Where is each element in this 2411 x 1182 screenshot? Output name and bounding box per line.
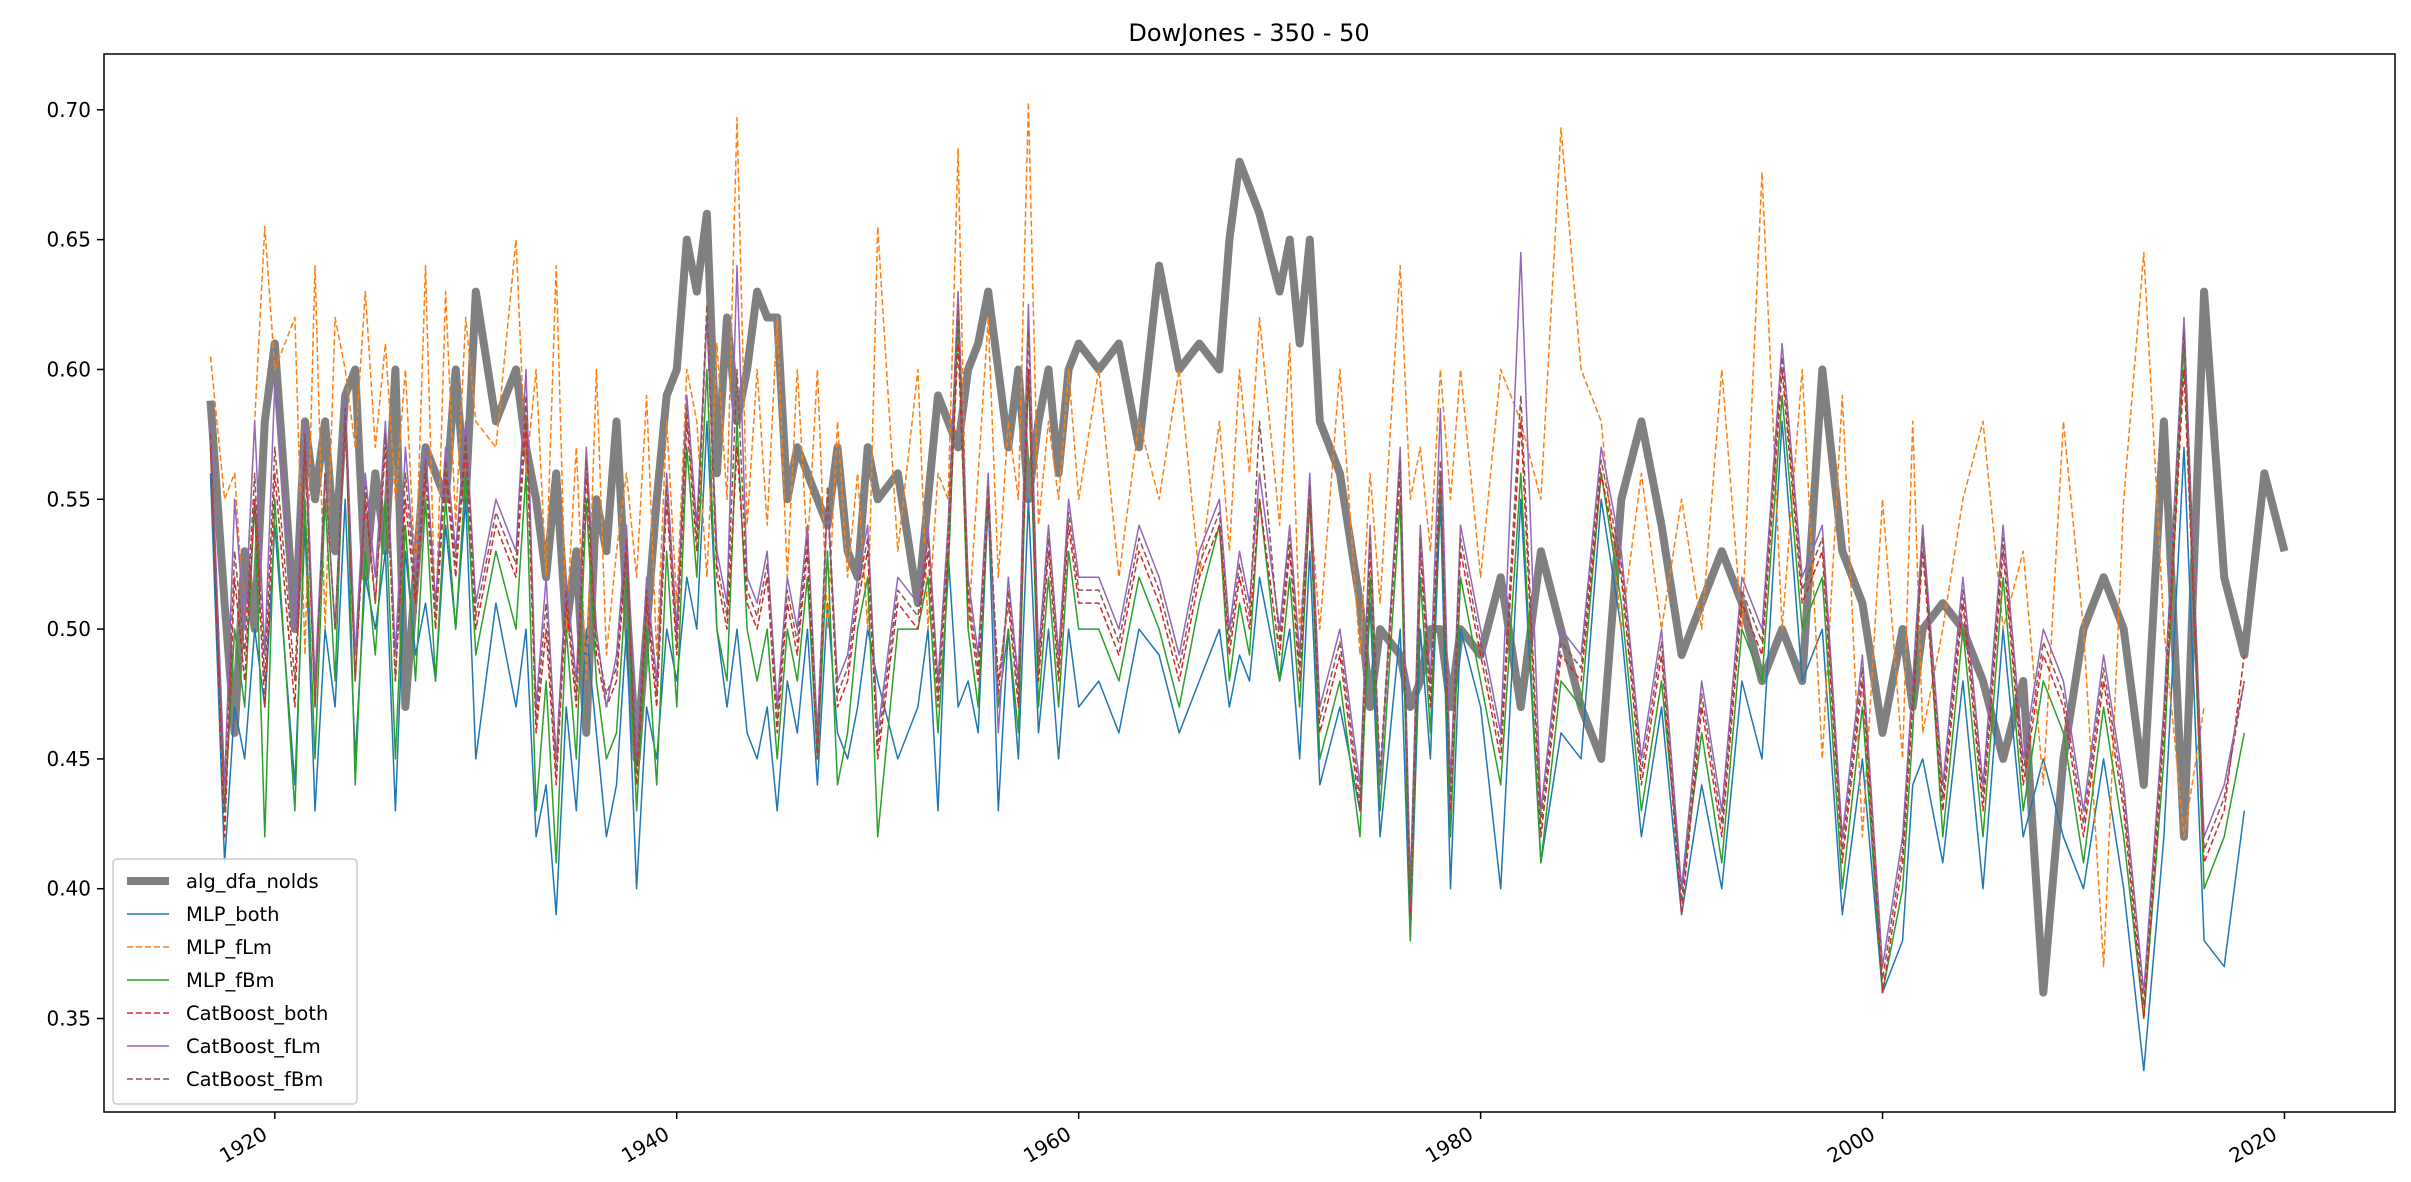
y-tick-label: 0.50 [46, 617, 91, 641]
y-tick-label: 0.40 [46, 877, 91, 901]
y-tick-label: 0.70 [46, 98, 91, 122]
y-tick-label: 0.65 [46, 228, 91, 252]
legend-label-catboost-flm: CatBoost_fLm [186, 1035, 321, 1058]
series-layer [206, 101, 2289, 1072]
chart-title: DowJones - 350 - 50 [1128, 19, 1369, 47]
y-axis: 0.35 0.40 0.45 0.50 0.55 0.60 0.65 0.70 [46, 98, 104, 1031]
y-tick-label: 0.60 [46, 357, 91, 381]
series-line-catboost-both [209, 316, 2246, 1020]
series-line-catboost-fbm [209, 303, 2246, 1007]
legend-label-mlp-fbm: MLP_fBm [186, 969, 274, 992]
series-line-mlp-flm [209, 101, 2205, 968]
y-tick-label: 0.55 [46, 487, 91, 511]
legend-box [112, 858, 358, 1105]
legend-label-catboost-both: CatBoost_both [186, 1002, 328, 1025]
series-line-catboost-flm [209, 251, 2246, 994]
legend: alg_dfa_nolds MLP_both MLP_fLm MLP_fBm CatBo… [112, 858, 358, 1105]
series-line-mlp-fbm [209, 316, 2246, 1020]
legend-label-alg-dfa-nolds: alg_dfa_nolds [186, 870, 319, 893]
legend-label-mlp-flm: MLP_fLm [186, 936, 272, 959]
y-tick-label: 0.35 [46, 1007, 91, 1031]
y-tick-label: 0.45 [46, 747, 91, 771]
legend-label-mlp-both: MLP_both [186, 903, 280, 926]
legend-label-catboost-fbm: CatBoost_fBm [186, 1068, 323, 1091]
plot-area-frame [103, 53, 2396, 1113]
